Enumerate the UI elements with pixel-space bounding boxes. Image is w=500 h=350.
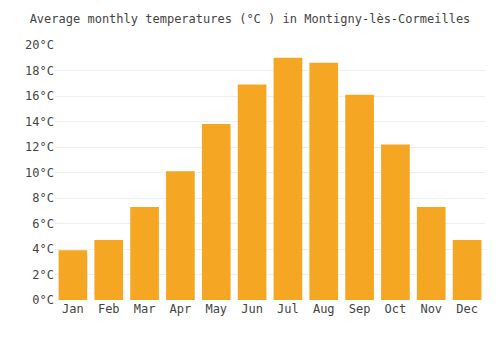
svg-text:8°C: 8°C [32, 191, 54, 205]
svg-text:0°C: 0°C [32, 293, 54, 307]
svg-text:Average monthly temperatures (: Average monthly temperatures (°C ) in Mo… [30, 12, 471, 26]
svg-text:Nov: Nov [420, 302, 442, 316]
svg-text:2°C: 2°C [32, 268, 54, 282]
svg-text:May: May [205, 302, 227, 316]
svg-text:16°C: 16°C [25, 89, 54, 103]
svg-text:Apr: Apr [170, 302, 192, 316]
svg-text:Oct: Oct [385, 302, 407, 316]
svg-text:20°C: 20°C [25, 38, 54, 52]
svg-text:10°C: 10°C [25, 166, 54, 180]
svg-text:6°C: 6°C [32, 217, 54, 231]
svg-text:4°C: 4°C [32, 242, 54, 256]
svg-text:Jun: Jun [241, 302, 263, 316]
svg-text:Sep: Sep [349, 302, 371, 316]
svg-text:12°C: 12°C [25, 140, 54, 154]
svg-text:Jan: Jan [62, 302, 84, 316]
svg-text:Aug: Aug [313, 302, 335, 316]
svg-text:14°C: 14°C [25, 115, 54, 129]
svg-text:Jul: Jul [277, 302, 299, 316]
svg-text:Mar: Mar [134, 302, 156, 316]
svg-text:Dec: Dec [456, 302, 478, 316]
svg-text:Feb: Feb [98, 302, 120, 316]
svg-text:18°C: 18°C [25, 64, 54, 78]
